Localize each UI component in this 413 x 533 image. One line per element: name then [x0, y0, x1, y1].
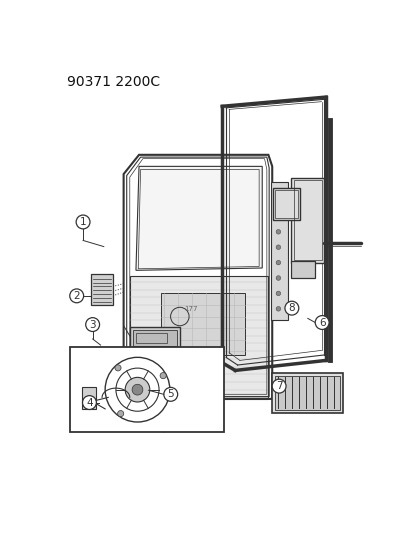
Circle shape [132, 384, 142, 395]
Circle shape [70, 289, 83, 303]
Circle shape [275, 230, 280, 234]
Circle shape [314, 316, 328, 329]
Text: 3: 3 [89, 320, 96, 329]
Circle shape [271, 379, 285, 393]
Text: 90371 2200C: 90371 2200C [66, 75, 159, 88]
Bar [133, 330, 176, 346]
Circle shape [160, 373, 166, 379]
Bar [275, 376, 339, 410]
Circle shape [275, 245, 280, 249]
Circle shape [117, 410, 123, 417]
Circle shape [284, 301, 298, 315]
Circle shape [85, 318, 99, 332]
Text: 7: 7 [275, 381, 282, 391]
Bar [291, 261, 314, 278]
Circle shape [275, 276, 280, 280]
Bar [135, 333, 166, 343]
Bar [160, 294, 244, 355]
Bar [91, 274, 113, 305]
Circle shape [125, 377, 150, 402]
Polygon shape [129, 276, 268, 399]
Bar [291, 178, 323, 263]
Bar [275, 190, 297, 218]
Text: 4: 4 [86, 398, 93, 408]
Text: 8: 8 [288, 303, 294, 313]
Circle shape [275, 291, 280, 296]
Circle shape [115, 365, 121, 371]
Polygon shape [135, 166, 261, 270]
Text: 2: 2 [73, 291, 80, 301]
Circle shape [164, 387, 177, 401]
Text: 5: 5 [167, 389, 173, 399]
Circle shape [82, 395, 96, 409]
Circle shape [76, 215, 90, 229]
Bar [272, 373, 342, 413]
Bar [82, 387, 96, 409]
Bar [272, 188, 299, 220]
Bar [293, 180, 321, 260]
Text: 1: 1 [80, 217, 86, 227]
Bar [271, 182, 288, 320]
Text: 6: 6 [318, 318, 325, 327]
Text: 177: 177 [184, 306, 198, 312]
Bar [69, 348, 223, 432]
Circle shape [275, 306, 280, 311]
Circle shape [275, 260, 280, 265]
Bar [129, 327, 179, 349]
